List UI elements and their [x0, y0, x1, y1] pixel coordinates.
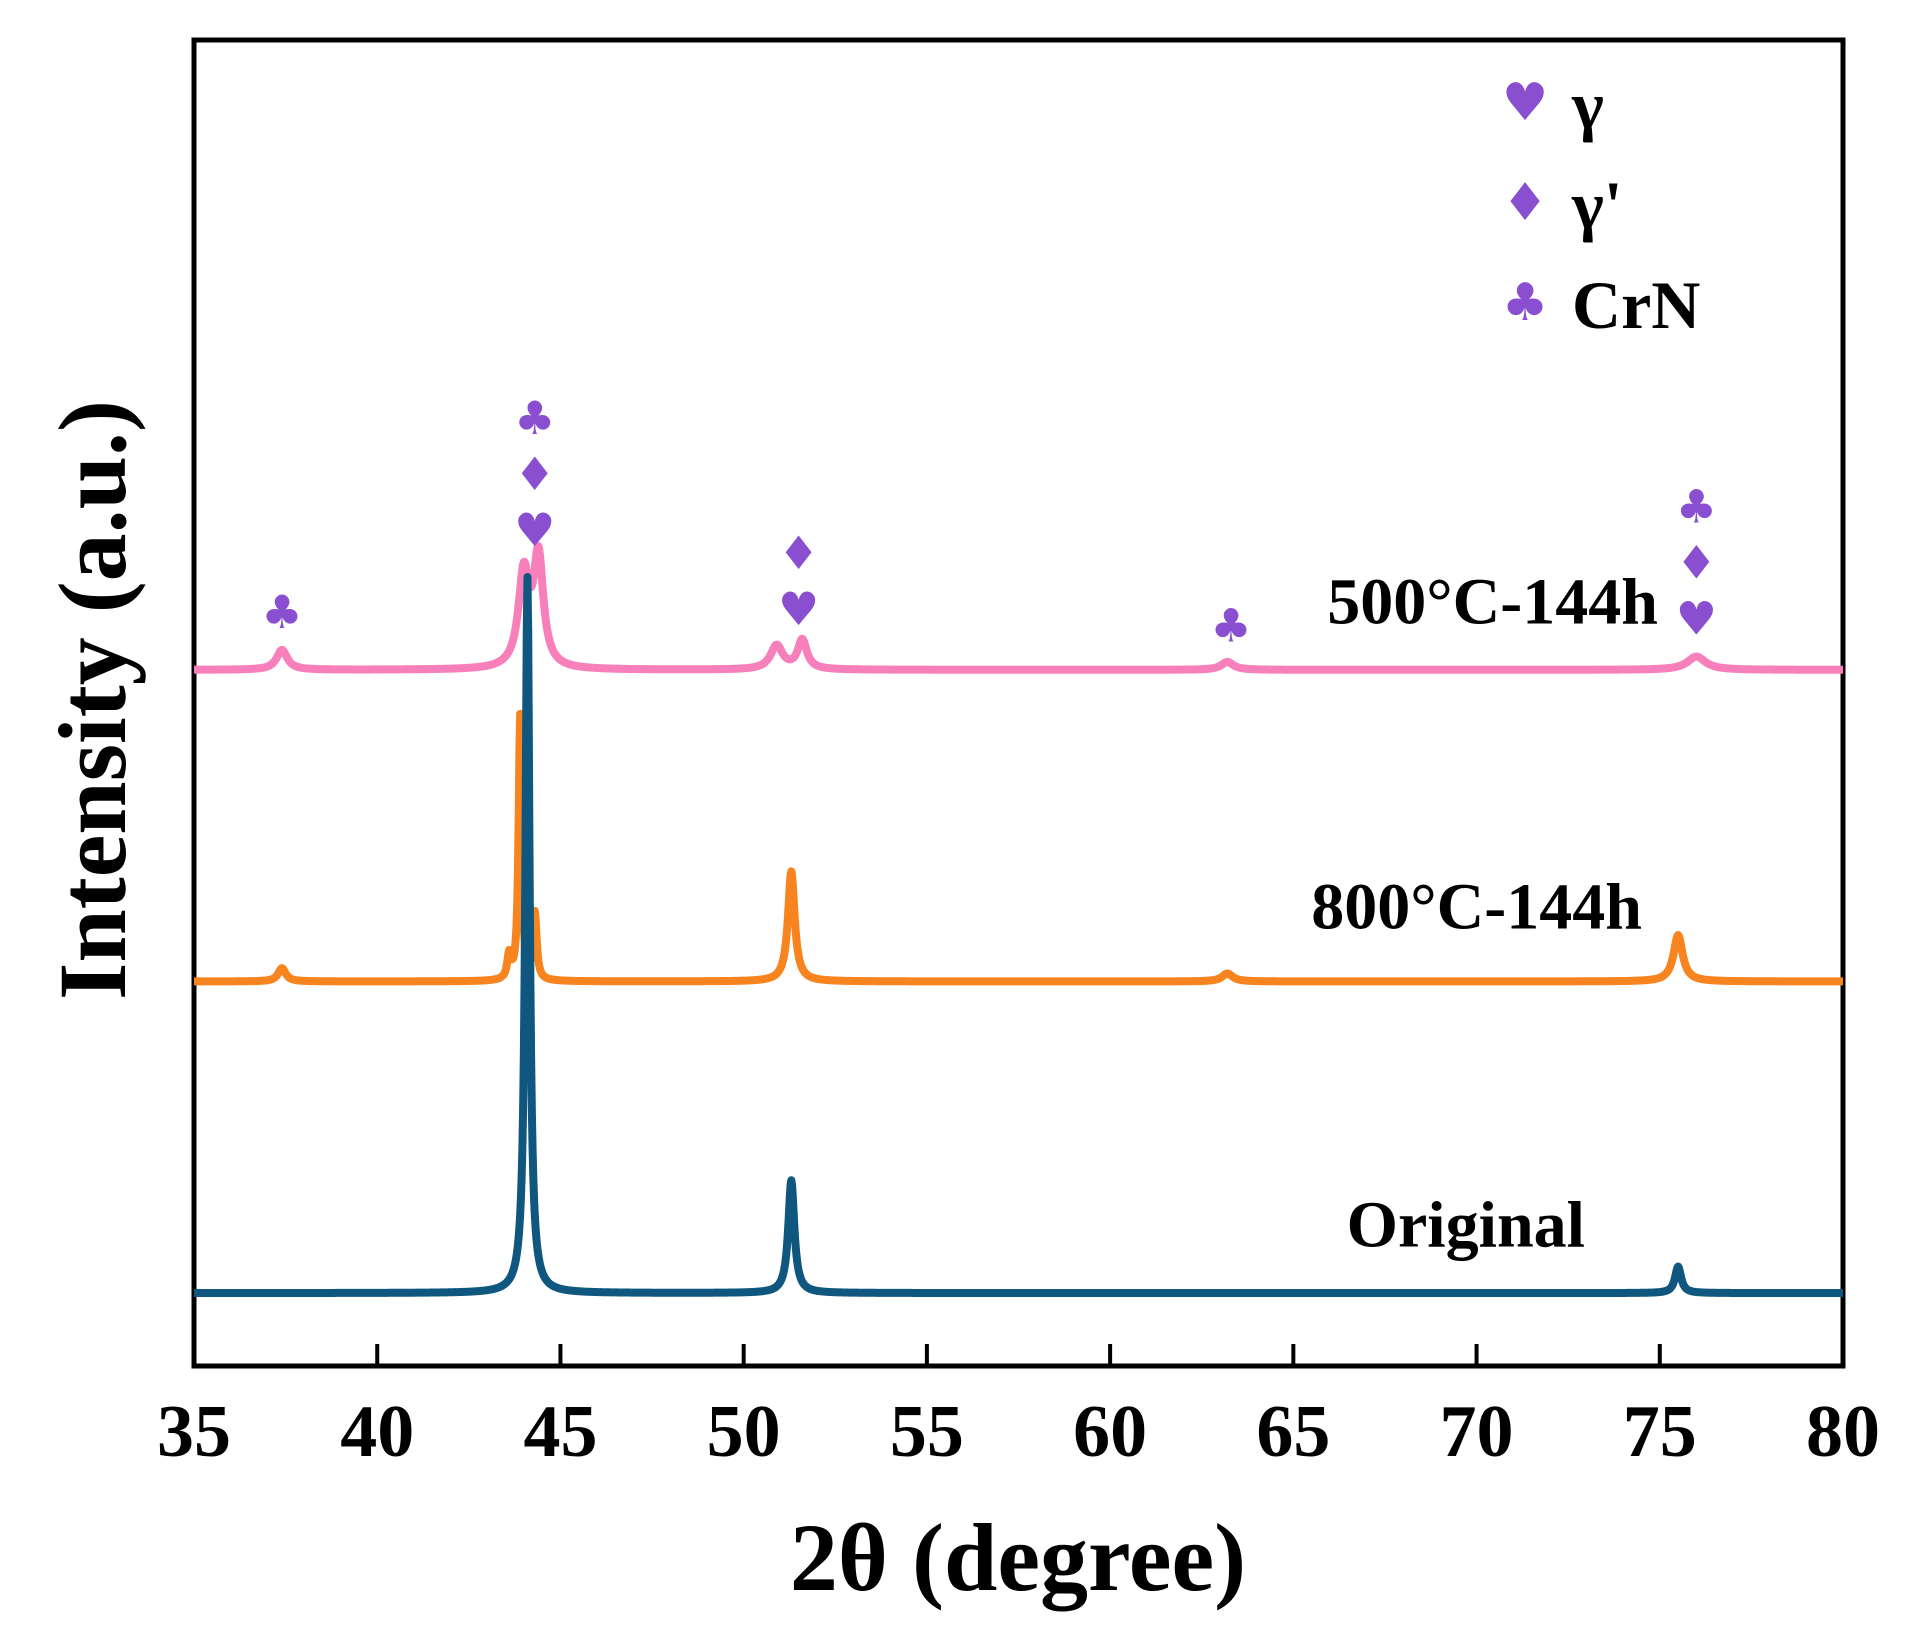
peak-marker-diamond-icon: ♦	[778, 526, 819, 580]
x-tick-label-50: 50	[707, 1391, 781, 1473]
phase-marker-layer: ♣♥♦♣♥♦♣ ♥♦♣	[261, 391, 1717, 652]
legend: ♥ γ ♦ γ' ♣ CrN	[1502, 67, 1701, 343]
x-tick-label-45: 45	[523, 1391, 597, 1473]
legend-club-icon: ♣	[1502, 273, 1549, 333]
peak-marker-club-icon: ♣	[514, 391, 555, 445]
peak-marker-club-icon: ♣	[1210, 598, 1251, 652]
x-tick-label-80: 80	[1806, 1391, 1880, 1473]
peak-marker-heart-icon: ♥	[778, 582, 819, 636]
legend-heart-icon: ♥	[1502, 73, 1549, 133]
x-tick-label-35: 35	[157, 1391, 231, 1473]
series-label-layer: 500°C-144h 800°C-144h Original	[1311, 565, 1658, 1261]
series-label-800-c-144h: 800°C-144h	[1311, 870, 1642, 943]
series-line-original	[190, 573, 1847, 1298]
y-axis-title: Intensity (a.u.)	[39, 400, 146, 1000]
series-label-500-c-144h: 500°C-144h	[1327, 565, 1658, 638]
x-axis-title: 2θ (degree)	[790, 1504, 1246, 1611]
x-tick-label-65: 65	[1256, 1391, 1330, 1473]
legend-label: CrN	[1572, 267, 1700, 343]
plot-frame	[191, 37, 1846, 1369]
x-tick-label-60: 60	[1073, 1391, 1147, 1473]
legend-label: γ'	[1571, 167, 1623, 243]
x-tick-label-40: 40	[340, 1391, 414, 1473]
peak-marker-club-icon: ♣	[261, 585, 302, 639]
peak-marker-diamond-icon: ♦	[1676, 536, 1717, 590]
series-layer	[190, 542, 1847, 1298]
x-tick-label-55: 55	[890, 1391, 964, 1473]
series-label-original: Original	[1347, 1189, 1585, 1262]
x-tick-label-75: 75	[1623, 1391, 1697, 1473]
x-axis-ticks: 35 40 45 50 55 60 65 70 75 80	[157, 1344, 1880, 1473]
legend-label: γ	[1571, 67, 1604, 143]
peak-marker-diamond-icon: ♦	[514, 447, 555, 501]
series-line-500-c-144h	[190, 542, 1847, 674]
peak-marker-heart-icon: ♥	[1676, 592, 1717, 646]
x-tick-label-70: 70	[1440, 1391, 1514, 1473]
legend-diamond-icon: ♦	[1502, 173, 1549, 233]
peak-marker-club-icon: ♣	[1676, 480, 1717, 534]
peak-marker-heart-icon: ♥	[514, 503, 555, 557]
series-line-800-c-144h	[190, 709, 1847, 986]
